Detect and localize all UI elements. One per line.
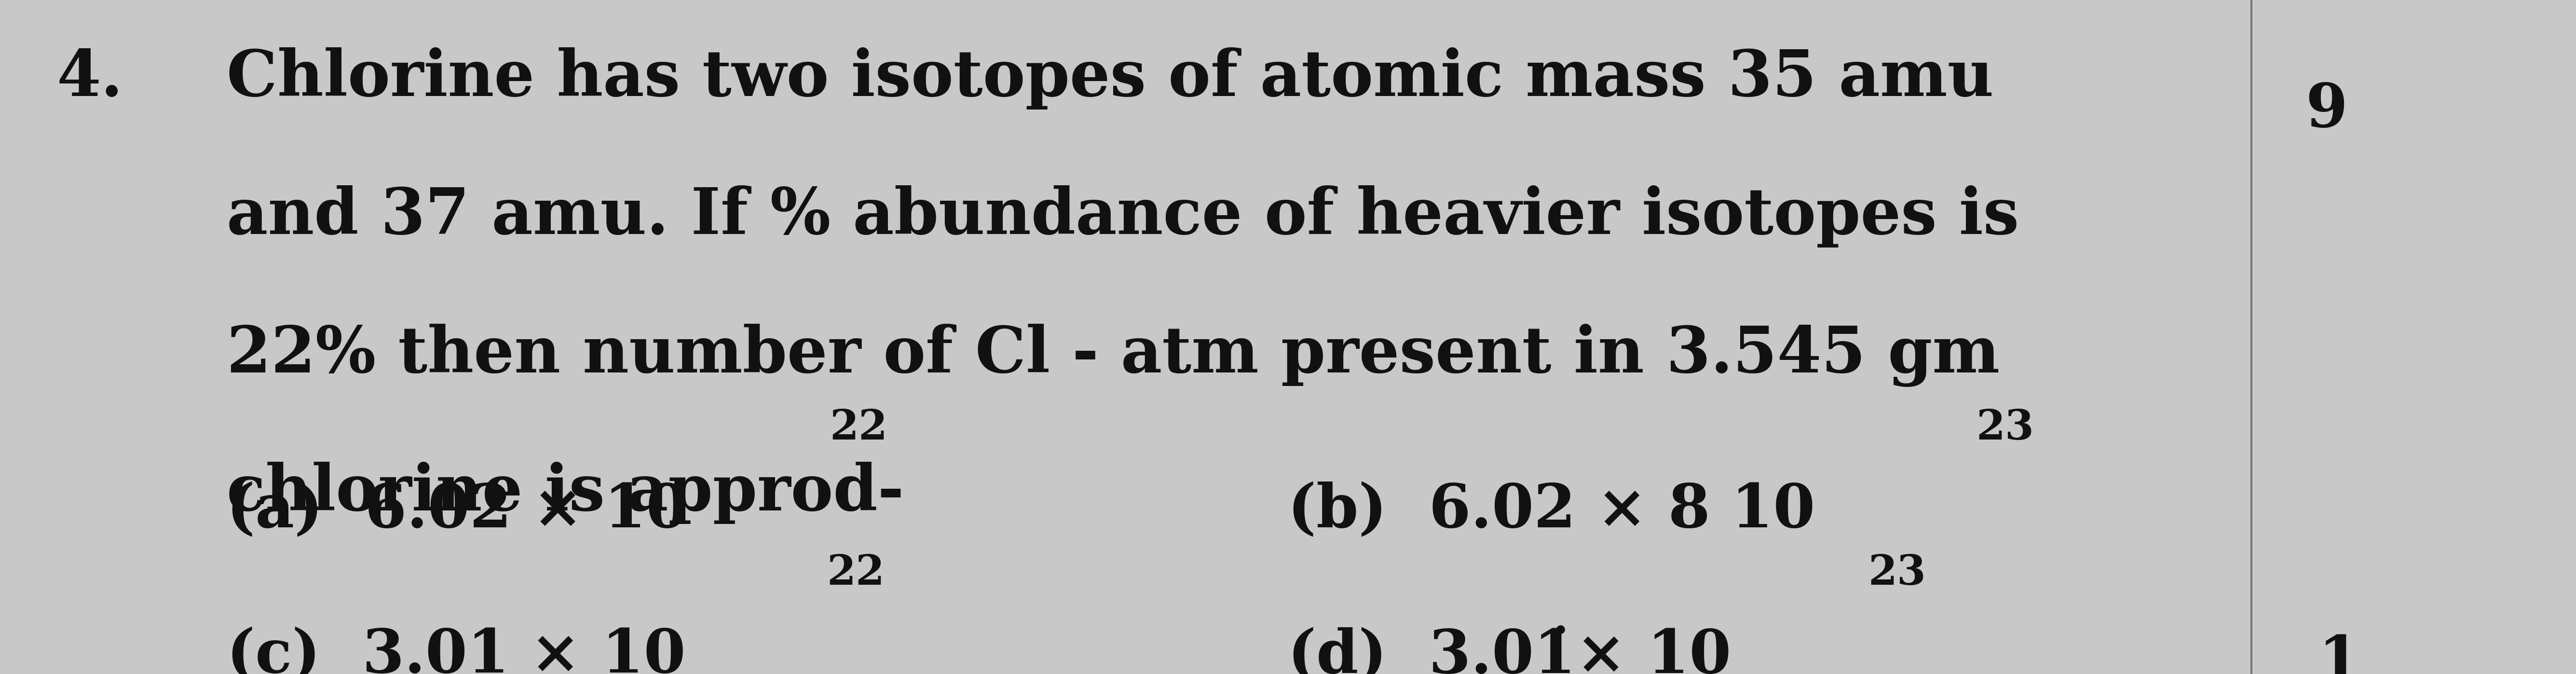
Text: 9: 9: [2306, 81, 2347, 140]
Text: and 37 amu. If % abundance of heavier isotopes is: and 37 amu. If % abundance of heavier is…: [227, 185, 2020, 247]
Text: (c)  3.01 × 10: (c) 3.01 × 10: [227, 627, 685, 674]
Text: chlorine is approd-: chlorine is approd-: [227, 462, 904, 524]
Text: 1: 1: [2318, 634, 2360, 674]
Text: 23: 23: [1868, 553, 1927, 593]
Text: (d)  3.01̇× 10: (d) 3.01̇× 10: [1288, 627, 1731, 674]
Text: (a)  6.02 × 10: (a) 6.02 × 10: [227, 482, 688, 541]
Text: 23: 23: [1976, 408, 2035, 448]
Text: (b)  6.02 × 8 10: (b) 6.02 × 8 10: [1288, 482, 1816, 541]
Text: Chlorine has two isotopes of atomic mass 35 amu: Chlorine has two isotopes of atomic mass…: [227, 47, 1994, 109]
Text: 4.: 4.: [57, 47, 124, 109]
Text: 22% then number of Cl - atm present in 3.545 gm: 22% then number of Cl - atm present in 3…: [227, 324, 1999, 387]
Text: 22: 22: [827, 553, 884, 593]
Text: 22: 22: [829, 408, 889, 448]
